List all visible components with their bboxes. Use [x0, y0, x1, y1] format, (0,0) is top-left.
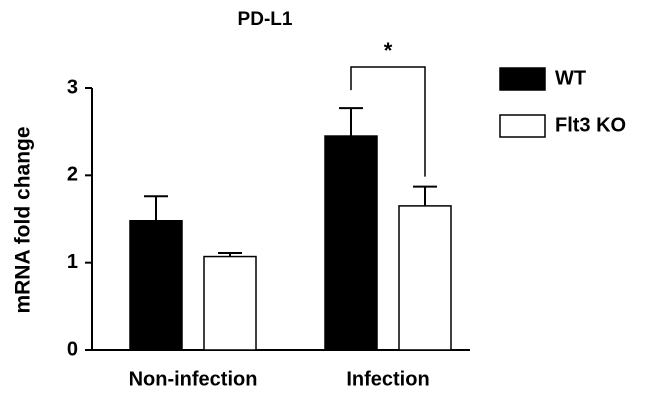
significance-label: * [384, 38, 393, 63]
y-tick-label: 2 [67, 164, 78, 186]
legend-label: WT [555, 67, 586, 89]
y-tick-label: 3 [67, 76, 78, 98]
y-tick-label: 0 [67, 338, 78, 360]
y-axis-label: mRNA fold change [12, 126, 35, 313]
y-tick-label: 1 [67, 251, 78, 273]
bar [398, 205, 452, 351]
significance-bracket [350, 66, 426, 177]
x-tick-label: Infection [346, 368, 429, 390]
bar [324, 135, 378, 351]
bar [203, 255, 257, 351]
x-tick-label: Non-infection [129, 368, 258, 390]
chart-title: PD-L1 [238, 9, 293, 30]
legend-label: Flt3 KO [555, 114, 626, 136]
legend-swatch [499, 67, 546, 91]
legend-swatch [499, 114, 546, 138]
bar [129, 219, 183, 351]
